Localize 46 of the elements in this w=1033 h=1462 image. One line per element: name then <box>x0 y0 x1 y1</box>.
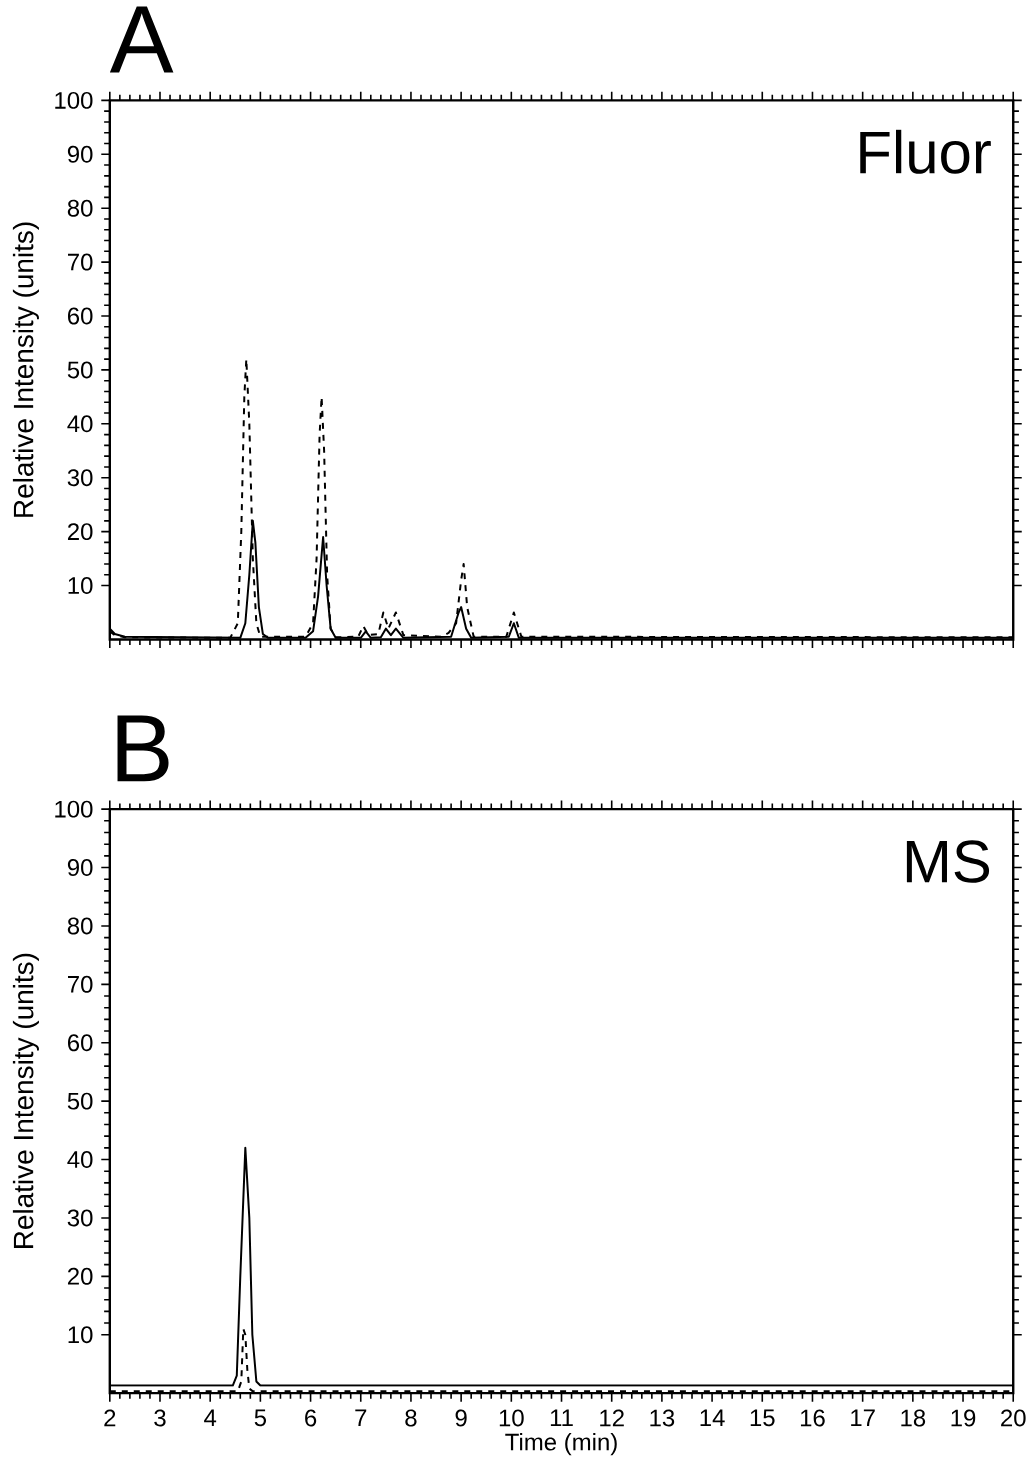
x-tick-label: 10 <box>499 1409 524 1427</box>
chart-title: A <box>109 6 174 73</box>
y-tick-label: 10 <box>68 577 93 594</box>
y-tick-label: 60 <box>67 307 93 325</box>
x-tick-label: 6 <box>305 1409 317 1427</box>
x-tick-label: 17 <box>851 1409 875 1426</box>
y-tick-label: 70 <box>67 253 93 271</box>
y-tick-label: 60 <box>67 1034 93 1052</box>
x-tick-label: 18 <box>901 1409 926 1427</box>
x-tick-label: 19 <box>951 1409 976 1427</box>
y-tick-label: 50 <box>67 1092 93 1110</box>
y-tick-label: 10 <box>68 1326 93 1344</box>
y-tick-label: 50 <box>67 361 93 379</box>
y-axis-title: Relative Intensity (units) <box>12 222 39 517</box>
x-tick-label: 4 <box>203 1409 217 1426</box>
annotation: MS <box>906 840 989 883</box>
y-tick-label: 30 <box>67 1209 93 1227</box>
y-tick-label: 100 <box>55 91 93 109</box>
x-axis-title: Time (min) <box>505 1432 617 1456</box>
x-tick-label: 16 <box>800 1409 825 1427</box>
y-tick-label: 90 <box>67 859 93 877</box>
y-tick-label: 20 <box>67 523 93 541</box>
y-tick-label: 70 <box>67 975 93 993</box>
y-tick-label: 80 <box>67 199 93 217</box>
y-tick-label: 40 <box>67 415 93 433</box>
y-tick-label: 20 <box>67 1267 93 1285</box>
x-tick-label: 13 <box>650 1409 675 1427</box>
x-tick-label: 2 <box>104 1409 116 1427</box>
chart-title: B <box>117 715 169 782</box>
x-tick-label: 11 <box>550 1409 573 1426</box>
annotation: Fluor <box>860 129 991 174</box>
x-tick-label: 14 <box>700 1409 725 1426</box>
y-tick-label: 100 <box>55 800 93 818</box>
x-tick-label: 12 <box>600 1409 624 1427</box>
x-tick-label: 8 <box>405 1409 417 1427</box>
x-tick-label: 15 <box>750 1409 775 1427</box>
y-tick-label: 40 <box>67 1151 93 1168</box>
x-tick-label: 5 <box>254 1409 266 1427</box>
y-tick-label: 30 <box>67 469 93 487</box>
y-tick-label: 90 <box>67 145 93 163</box>
y-tick-label: 80 <box>67 917 93 935</box>
x-tick-label: 9 <box>455 1409 467 1427</box>
x-tick-label: 3 <box>154 1409 166 1427</box>
x-tick-label: 20 <box>1001 1409 1026 1427</box>
y-axis-title: Relative Intensity (units) <box>12 953 39 1248</box>
x-tick-label: 7 <box>355 1409 367 1426</box>
